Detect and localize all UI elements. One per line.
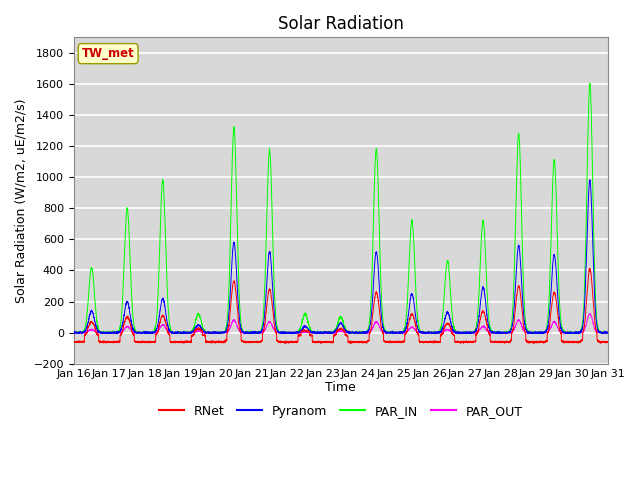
Line: PAR_IN: PAR_IN xyxy=(74,84,607,334)
Line: PAR_OUT: PAR_OUT xyxy=(74,313,607,334)
Line: RNet: RNet xyxy=(74,268,607,344)
RNet xyxy=(282,341,289,347)
Pyranom xyxy=(166,328,173,334)
RNet xyxy=(166,333,173,338)
PAR_IN xyxy=(431,329,438,335)
Text: TW_met: TW_met xyxy=(82,47,134,60)
Pyranom xyxy=(321,330,328,336)
PAR_IN xyxy=(604,329,611,335)
RNet xyxy=(586,265,593,271)
RNet xyxy=(70,339,77,345)
PAR_IN xyxy=(586,81,594,86)
Pyranom xyxy=(604,330,611,336)
PAR_OUT xyxy=(70,330,77,336)
Pyranom xyxy=(431,329,438,335)
PAR_IN xyxy=(460,329,468,335)
RNet xyxy=(431,339,438,345)
PAR_IN xyxy=(70,329,77,335)
PAR_IN xyxy=(71,331,79,336)
Y-axis label: Solar Radiation (W/m2, uE/m2/s): Solar Radiation (W/m2, uE/m2/s) xyxy=(15,98,28,303)
Title: Solar Radiation: Solar Radiation xyxy=(278,15,404,33)
PAR_IN xyxy=(604,330,611,336)
RNet xyxy=(321,339,328,345)
PAR_OUT xyxy=(321,330,328,336)
PAR_OUT xyxy=(491,330,499,336)
Pyranom xyxy=(460,330,468,336)
Pyranom xyxy=(491,329,499,335)
PAR_OUT xyxy=(166,330,173,336)
Pyranom xyxy=(70,331,78,336)
Line: Pyranom: Pyranom xyxy=(74,180,607,334)
RNet xyxy=(460,339,468,345)
Pyranom xyxy=(604,330,611,336)
RNet xyxy=(491,339,499,345)
PAR_IN xyxy=(321,330,328,336)
RNet xyxy=(604,338,611,344)
PAR_OUT xyxy=(431,330,438,336)
PAR_IN xyxy=(166,323,173,329)
Pyranom xyxy=(586,177,594,183)
X-axis label: Time: Time xyxy=(325,382,356,395)
RNet xyxy=(604,339,611,345)
PAR_OUT xyxy=(604,329,611,335)
PAR_OUT xyxy=(604,330,611,336)
PAR_OUT xyxy=(586,311,594,316)
PAR_OUT xyxy=(460,330,468,336)
PAR_IN xyxy=(491,329,499,335)
PAR_OUT xyxy=(205,331,212,336)
Pyranom xyxy=(70,330,77,336)
Legend: RNet, Pyranom, PAR_IN, PAR_OUT: RNet, Pyranom, PAR_IN, PAR_OUT xyxy=(154,400,527,423)
